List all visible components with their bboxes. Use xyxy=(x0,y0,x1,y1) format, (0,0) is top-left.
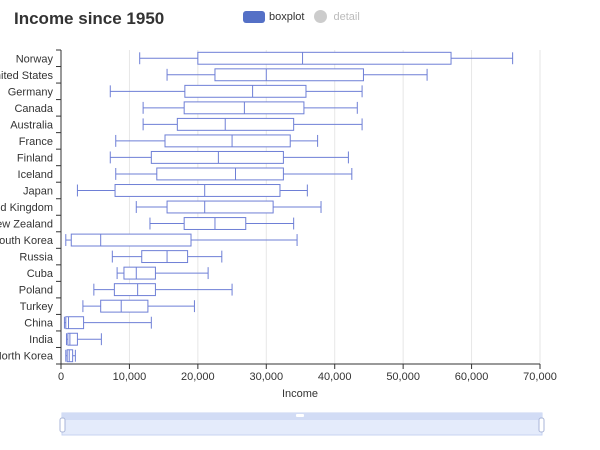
box-item xyxy=(65,332,102,346)
box-item xyxy=(139,51,514,65)
box-item xyxy=(93,283,233,297)
chart-title: Income since 1950 xyxy=(14,9,165,28)
y-tick-label: Cuba xyxy=(27,268,54,280)
box-item xyxy=(65,233,298,247)
zoom-right-handle[interactable] xyxy=(538,417,545,433)
box-item xyxy=(115,134,319,148)
box-item xyxy=(82,299,195,313)
box-item xyxy=(115,167,353,181)
y-tick-label: Iceland xyxy=(18,169,53,181)
y-tick-label: New Zealand xyxy=(0,219,53,231)
y-tick-label: France xyxy=(19,136,53,148)
box-item xyxy=(111,250,223,264)
box-rect xyxy=(141,250,189,264)
box-rect xyxy=(156,167,284,181)
y-tick-label: United States xyxy=(0,70,53,82)
box-item xyxy=(142,101,358,115)
y-tick-label: Canada xyxy=(14,103,53,115)
legend: boxplot detail xyxy=(243,10,370,23)
box-rect xyxy=(70,233,192,247)
legend-item-detail[interactable]: detail xyxy=(314,10,360,23)
y-tick-label: Poland xyxy=(19,285,53,297)
zoom-left-handle[interactable] xyxy=(59,417,66,433)
y-tick-label: Japan xyxy=(23,185,53,197)
y-tick-label: Russia xyxy=(19,252,54,264)
box-item xyxy=(166,68,428,82)
x-tick-label: 10,000 xyxy=(113,371,147,383)
box-rect xyxy=(65,316,85,330)
x-tick-label: 40,000 xyxy=(318,371,352,383)
x-tick-label: 50,000 xyxy=(386,371,420,383)
box-rect xyxy=(150,150,284,164)
box-rect xyxy=(114,184,281,197)
x-tick-label: 30,000 xyxy=(249,371,283,383)
boxplot-series xyxy=(63,51,514,363)
box-rect xyxy=(100,299,149,313)
box-rect xyxy=(184,84,307,98)
box-rect xyxy=(176,117,295,131)
legend-item-boxplot[interactable]: boxplot xyxy=(243,10,305,23)
x-axis: 0 10,000 20,000 30,000 40,000 50,000 60,000 70,… xyxy=(58,363,557,383)
x-tick-label: 0 xyxy=(58,371,64,383)
box-rect xyxy=(67,332,78,346)
box-item xyxy=(142,117,363,131)
x-tick-label: 70,000 xyxy=(523,371,557,383)
x-tick-label: 20,000 xyxy=(181,371,215,383)
x-axis-label: Income xyxy=(282,388,318,400)
box-item xyxy=(63,316,152,330)
y-tick-label: North Korea xyxy=(0,351,54,363)
box-rect xyxy=(123,266,156,280)
legend-swatch-boxplot xyxy=(243,10,265,23)
box-item xyxy=(135,200,322,214)
zoom-move-handle[interactable] xyxy=(296,414,304,417)
box-item xyxy=(116,266,209,280)
box-rect xyxy=(197,51,452,65)
y-tick-label: United Kingdom xyxy=(0,202,53,214)
legend-label-detail: detail xyxy=(333,10,360,23)
box-rect xyxy=(66,349,74,363)
box-item xyxy=(109,150,349,164)
legend-swatch-detail xyxy=(314,10,328,23)
y-tick-label: Australia xyxy=(10,119,54,131)
box-rect xyxy=(166,200,274,214)
box-rect xyxy=(164,134,291,148)
y-tick-label: Turkey xyxy=(20,301,54,313)
y-tick-label: Norway xyxy=(16,53,54,65)
data-zoom-slider[interactable] xyxy=(59,412,545,436)
box-item xyxy=(76,184,308,197)
box-rect xyxy=(113,283,156,297)
y-tick-label: Germany xyxy=(8,86,54,98)
x-tick-label: 60,000 xyxy=(455,371,489,383)
box-item xyxy=(65,349,76,363)
box-item xyxy=(109,84,363,98)
y-axis: Norway United States Germany Canada Australi… xyxy=(0,49,62,365)
y-tick-label: Finland xyxy=(17,152,53,164)
y-tick-label: China xyxy=(24,318,54,330)
y-tick-label: India xyxy=(29,334,54,346)
y-tick-label: South Korea xyxy=(0,235,54,247)
box-item xyxy=(149,217,295,230)
box-rect xyxy=(214,68,364,82)
legend-label-boxplot: boxplot xyxy=(269,10,305,23)
